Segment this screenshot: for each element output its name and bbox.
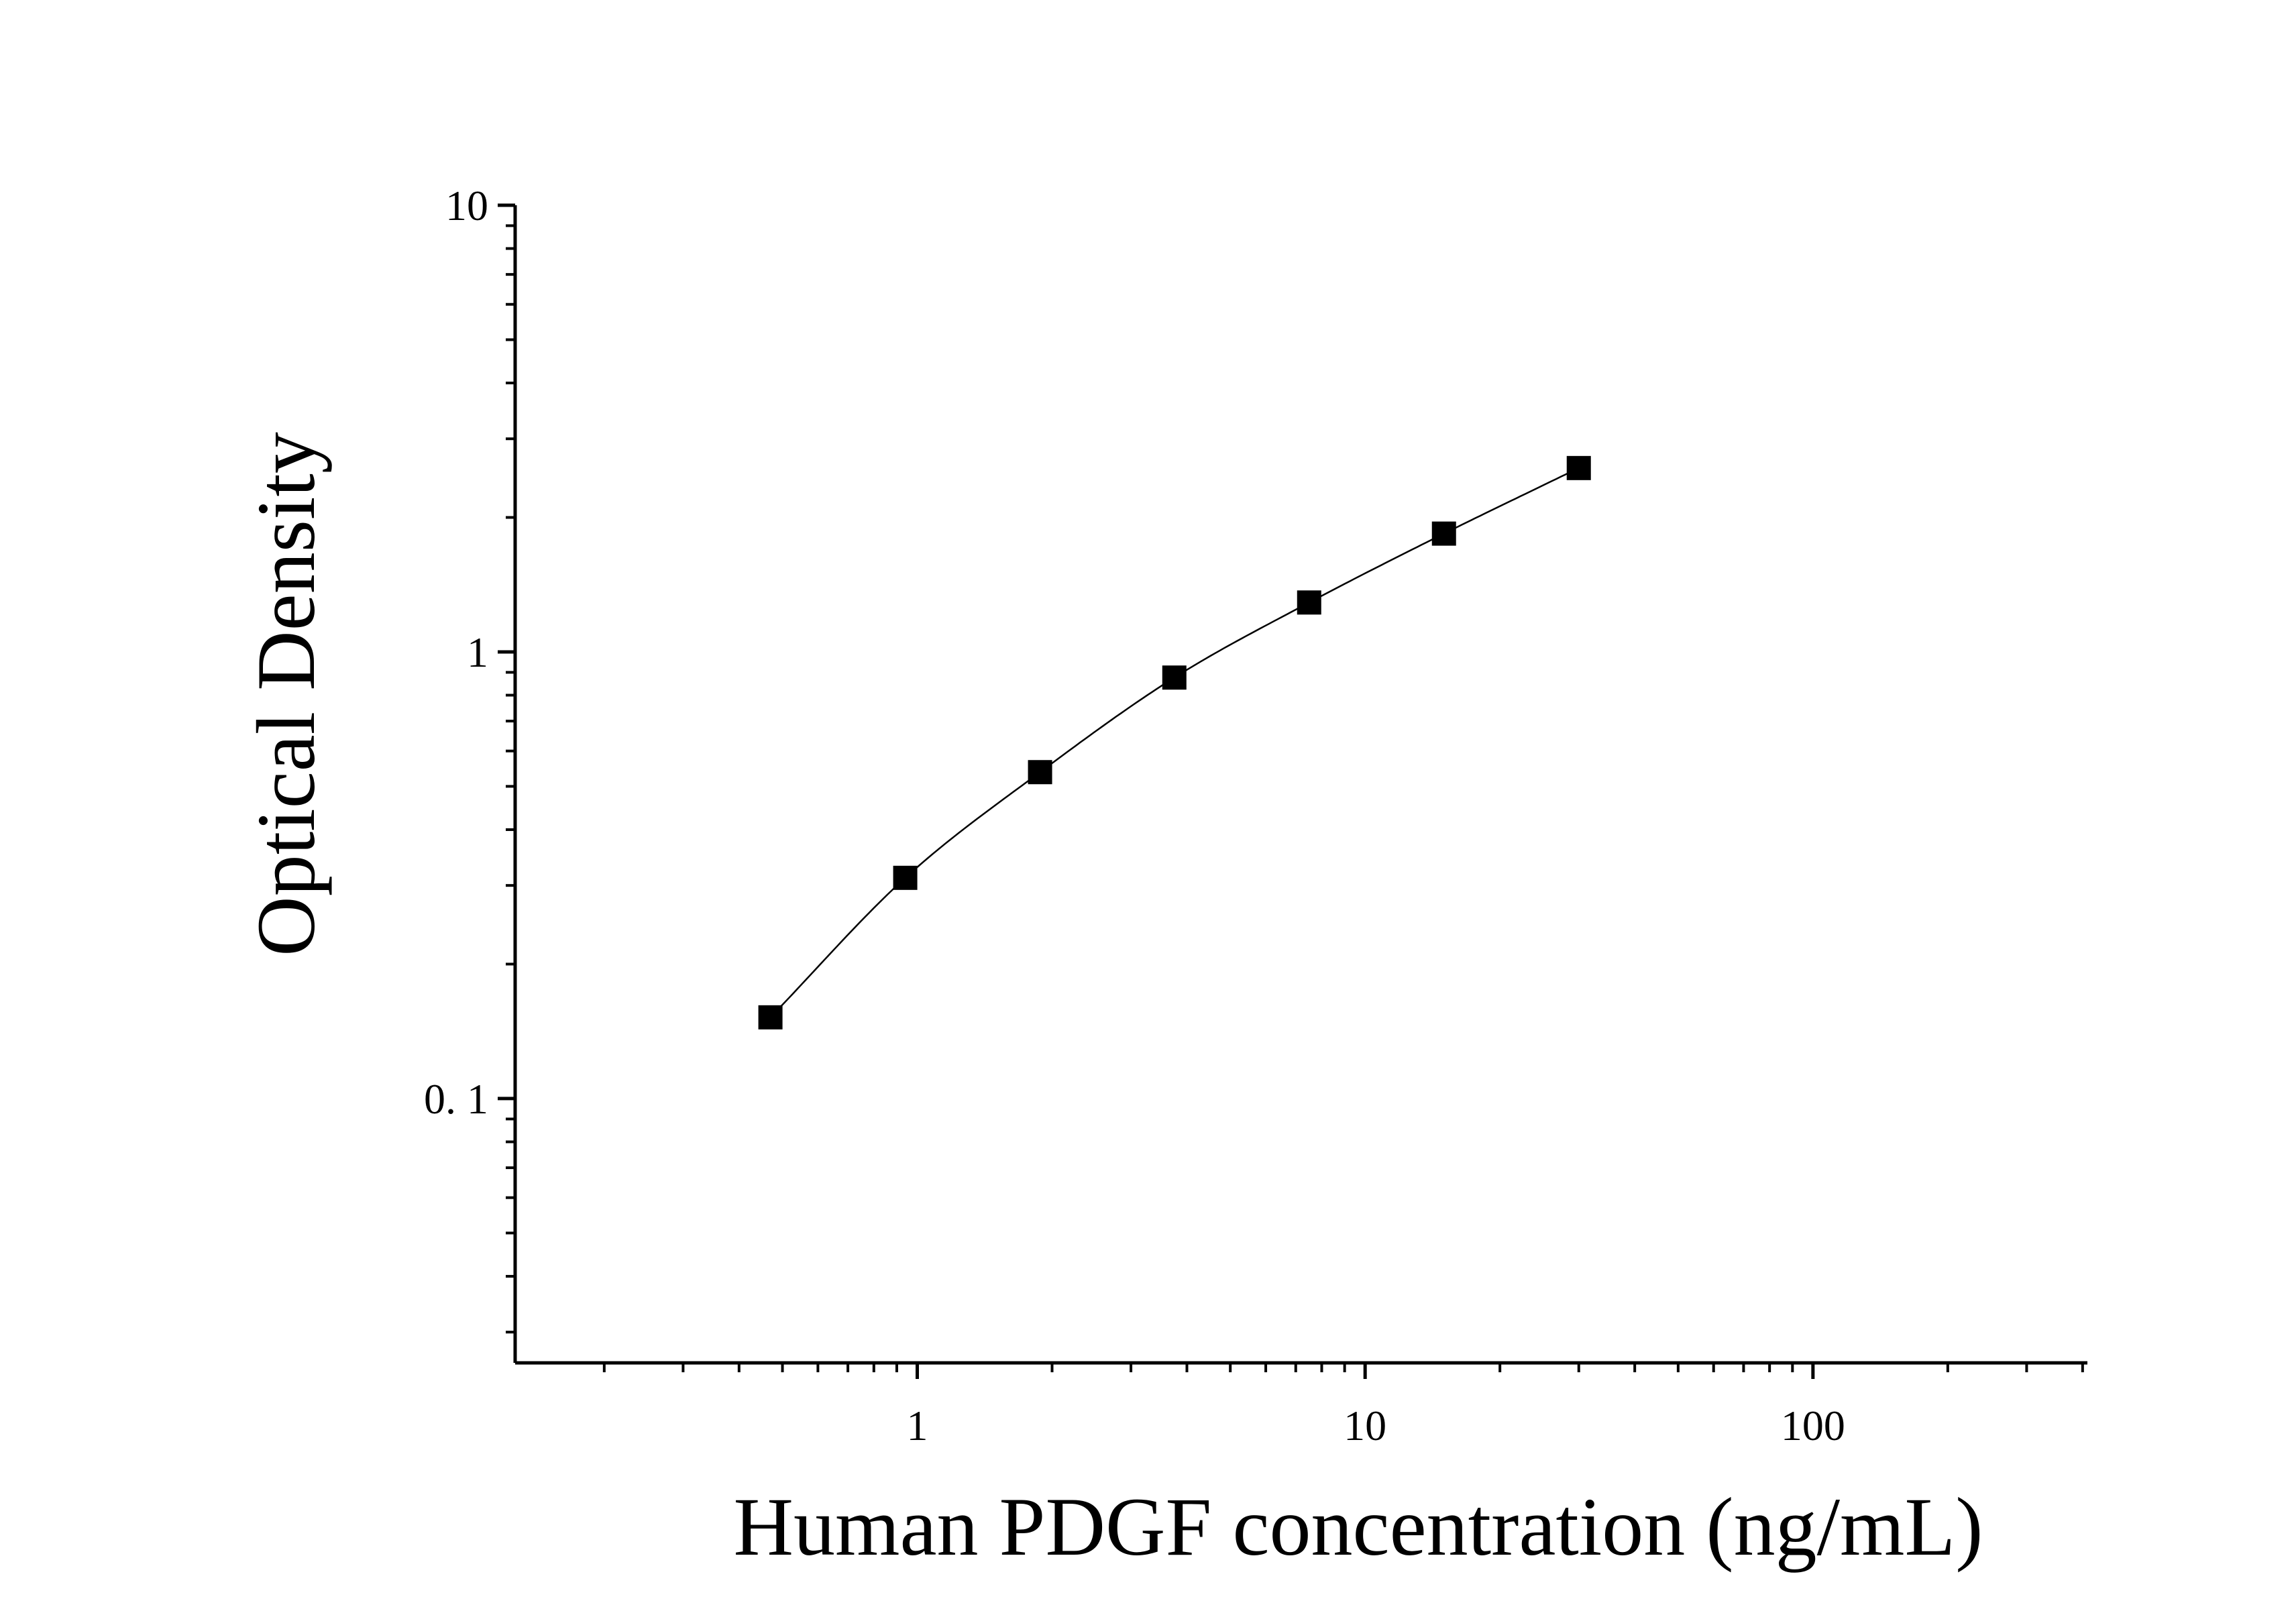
y-axis-title: Optical Density — [240, 432, 332, 956]
data-point — [758, 1005, 783, 1030]
x-tick-label: 10 — [1344, 1402, 1386, 1449]
data-point — [893, 865, 918, 890]
y-tick-label: 10 — [445, 182, 488, 229]
y-major-ticks — [498, 203, 515, 1101]
y-tick-label: 1 — [467, 628, 488, 676]
x-major-ticks — [916, 1363, 1815, 1379]
x-tick-label: 100 — [1781, 1402, 1845, 1449]
data-points — [758, 455, 1591, 1030]
y-tick-label: 0. 1 — [424, 1075, 488, 1123]
fit-curve — [769, 467, 1580, 1018]
x-tick-label: 1 — [907, 1402, 928, 1449]
data-point — [1028, 760, 1052, 785]
y-tick-labels: 0. 1 1 10 — [424, 182, 488, 1123]
data-point — [1297, 590, 1321, 615]
data-point — [1566, 455, 1591, 480]
x-axis-title: Human PDGF concentration (ng/mL) — [733, 1481, 1983, 1573]
data-point — [1162, 665, 1187, 690]
data-point — [1431, 521, 1456, 546]
x-tick-labels: 1 10 100 — [907, 1402, 1845, 1449]
